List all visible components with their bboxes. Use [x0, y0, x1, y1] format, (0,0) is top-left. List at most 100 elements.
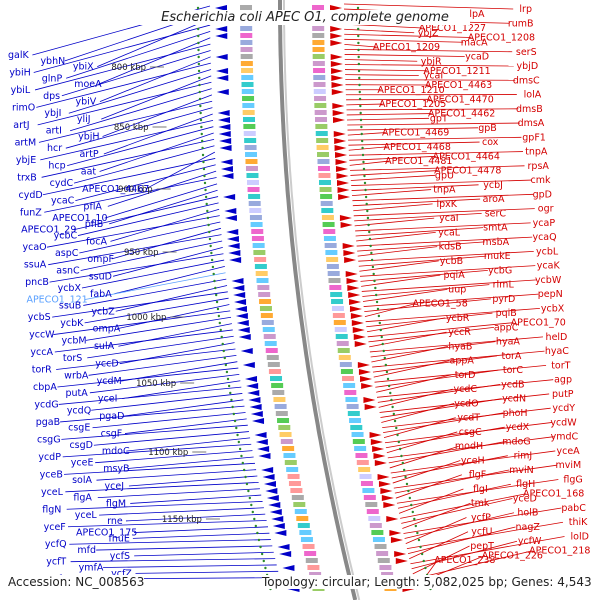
right-gene-label: yceD	[513, 493, 537, 504]
forward-gene-arrow	[331, 89, 344, 95]
kbp-tick-label: 1150 kbp	[162, 515, 202, 525]
cog-strip	[267, 362, 280, 367]
guide-dot	[253, 517, 256, 521]
left-gene-label: cbpA	[33, 382, 57, 393]
right-connector	[361, 274, 441, 287]
left-connector	[58, 386, 242, 405]
reverse-gene-arrow	[265, 488, 278, 494]
left-gene-label: yceJ	[105, 481, 125, 492]
reverse-gene-arrow	[216, 89, 229, 95]
cog-strip	[304, 551, 317, 556]
right-gene-label: APECO1_1208	[468, 33, 535, 44]
reverse-gene-arrow	[216, 75, 229, 81]
right-gene-label: smtA	[483, 223, 508, 234]
cog-strip	[244, 138, 257, 143]
right-connector	[365, 307, 540, 323]
cog-strip	[316, 138, 329, 143]
cog-strip	[242, 110, 255, 115]
left-connector	[66, 501, 263, 510]
right-gene-label: ybjZ	[418, 28, 439, 39]
reverse-gene-arrow	[254, 432, 267, 438]
guide-dot	[203, 181, 207, 185]
left-gene-label: focA	[86, 236, 107, 247]
right-gene-label: ymdC	[551, 432, 579, 443]
right-connector	[411, 540, 518, 570]
right-gene-label: tmk	[471, 498, 490, 509]
right-gene-label: flgI	[473, 484, 488, 495]
right-connector	[368, 326, 495, 343]
cog-strip	[280, 439, 293, 444]
right-connector	[406, 521, 564, 550]
guide-dot	[392, 412, 396, 416]
forward-gene-arrow	[357, 362, 370, 368]
left-connector	[85, 316, 232, 341]
accession-label: Accession: NC_008563	[8, 575, 145, 589]
kbp-tick-label: 850 kbp	[114, 123, 149, 133]
right-connector	[354, 212, 482, 222]
cog-strip	[294, 509, 307, 514]
left-gene-label: csgF	[101, 429, 123, 440]
right-gene-label: pepN	[538, 289, 563, 300]
guide-dot	[358, 90, 361, 94]
right-gene-label: cmk	[530, 175, 550, 186]
forward-gene-arrow	[389, 530, 402, 536]
guide-dot	[413, 517, 416, 521]
right-gene-label: tnpA	[433, 185, 456, 196]
guide-dot	[357, 34, 360, 38]
cog-strip	[335, 334, 348, 339]
right-connector	[405, 517, 467, 544]
guide-dot	[416, 531, 419, 535]
reverse-gene-arrow	[248, 397, 261, 403]
left-gene-label: rimO	[12, 102, 35, 113]
right-connector	[347, 132, 386, 136]
forward-gene-arrow	[330, 26, 343, 32]
left-connector	[122, 380, 241, 400]
cog-strip	[376, 551, 389, 556]
kbp-tick-label: 950 kbp	[124, 248, 159, 258]
left-gene-label: fabA	[90, 289, 112, 300]
right-gene-label: ycdO	[454, 398, 478, 409]
cog-strip	[290, 488, 303, 493]
right-connector	[413, 550, 533, 580]
reverse-gene-arrow	[269, 509, 282, 515]
forward-gene-arrow	[381, 495, 394, 501]
right-connector	[345, 79, 516, 81]
right-gene-label: APECO1_4478	[434, 166, 501, 177]
cog-strip	[242, 103, 255, 108]
right-connector	[384, 422, 553, 444]
cog-strip	[355, 453, 368, 458]
guide-dot	[359, 111, 362, 115]
left-gene-label: aspC	[55, 248, 79, 259]
left-connector	[44, 177, 217, 213]
guide-dot	[419, 545, 422, 549]
guide-dot	[376, 307, 380, 311]
guide-dot	[236, 433, 239, 437]
left-gene-label: ybjE	[16, 155, 36, 166]
guide-dot	[210, 258, 214, 262]
guide-dot	[389, 391, 392, 395]
cog-strip	[240, 5, 253, 10]
left-gene-label: ycbC	[54, 231, 78, 242]
cog-strip	[324, 243, 337, 248]
right-gene-label: APECO1_4462	[428, 109, 495, 120]
guide-dot	[362, 167, 366, 171]
left-gene-label: yceI	[98, 394, 118, 405]
right-connector	[397, 483, 511, 509]
left-connector	[49, 253, 224, 283]
cog-strip	[314, 103, 327, 108]
left-gene-label: yceL	[41, 487, 64, 498]
guide-dot	[206, 216, 210, 220]
left-connector	[65, 107, 213, 149]
right-connector	[376, 379, 554, 398]
kbp-ticks: 800 kbp 850 kbp 900 kbp 950 kbp 1000 kbp 1050…	[111, 63, 220, 525]
right-connector	[344, 64, 514, 67]
forward-gene-arrow	[330, 5, 343, 11]
reverse-gene-arrow	[219, 138, 232, 144]
cog-strip	[291, 495, 304, 500]
left-connector	[62, 443, 252, 458]
guide-dot	[256, 531, 259, 535]
right-connector	[369, 336, 544, 353]
left-gene-label: rne	[107, 516, 123, 527]
right-gene-label: ycdN	[502, 394, 526, 405]
left-gene-label: APECO1_121	[26, 295, 87, 306]
